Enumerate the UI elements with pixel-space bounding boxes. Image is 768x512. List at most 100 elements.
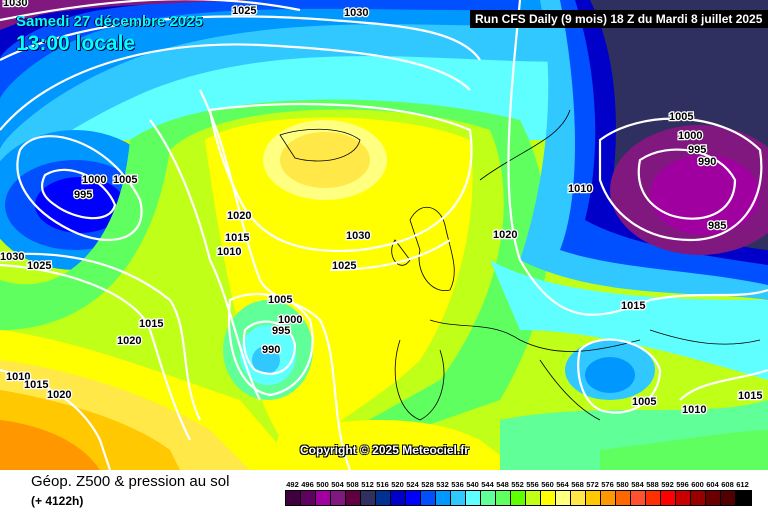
legend-swatch (616, 491, 631, 505)
lead-time: (+ 4122h) (31, 494, 84, 508)
legend-label: 612 (736, 480, 749, 489)
legend-label: 568 (571, 480, 584, 489)
legend-swatch (316, 491, 331, 505)
isobar-label: 1005 (268, 294, 292, 306)
legend-swatch (301, 491, 316, 505)
legend-label: 608 (721, 480, 734, 489)
legend-label: 556 (526, 480, 539, 489)
legend-swatch (571, 491, 586, 505)
legend-label: 544 (481, 480, 494, 489)
legend-label: 540 (466, 480, 479, 489)
legend-label: 504 (331, 480, 344, 489)
isobar-label: 1020 (117, 335, 141, 347)
isobar-label: 995 (272, 325, 290, 337)
legend-swatch (481, 491, 496, 505)
isobar-label: 985 (708, 220, 726, 232)
isobar-label: 1030 (346, 230, 370, 242)
isobar-label: 1030 (0, 251, 24, 263)
legend-swatch (736, 491, 751, 505)
isobar-label: 1015 (738, 390, 762, 402)
legend-swatch (631, 491, 646, 505)
legend-bar (285, 490, 752, 506)
legend-label: 496 (301, 480, 314, 489)
legend-swatch (556, 491, 571, 505)
legend-label: 560 (541, 480, 554, 489)
isobar-label: 1020 (493, 229, 517, 241)
legend-label: 516 (376, 480, 389, 489)
geopotential-map: 1030 1025 1030 1000 1005 995 1020 1015 1… (0, 0, 768, 470)
legend-swatch (646, 491, 661, 505)
copyright-text: Copyright © 2025 Meteociel.fr (300, 443, 469, 457)
legend-swatch (721, 491, 736, 505)
legend-swatch (436, 491, 451, 505)
legend-label: 548 (496, 480, 509, 489)
isobar-label: 1015 (621, 300, 645, 312)
isobar-label: 1000 (278, 314, 302, 326)
coastlines (279, 109, 761, 421)
isobar-label: 1005 (632, 396, 656, 408)
legend-swatch (511, 491, 526, 505)
isobar-label: 1000 (678, 130, 702, 142)
legend-swatch (331, 491, 346, 505)
legend-label: 592 (661, 480, 674, 489)
footer-panel: Géop. Z500 & pression au sol (+ 4122h) 4… (0, 470, 768, 512)
legend-label: 576 (601, 480, 614, 489)
legend-label: 588 (646, 480, 659, 489)
legend-swatch (286, 491, 301, 505)
legend-swatch (601, 491, 616, 505)
legend-swatch (391, 491, 406, 505)
legend-label: 596 (676, 480, 689, 489)
isobar-label: 1030 (344, 7, 368, 19)
product-title: Géop. Z500 & pression au sol (31, 473, 230, 490)
legend-swatch (451, 491, 466, 505)
legend-swatch (346, 491, 361, 505)
legend-swatch (691, 491, 706, 505)
isobar-label: 1025 (232, 5, 256, 17)
isobar-label: 1010 (568, 183, 592, 195)
run-info-banner: Run CFS Daily (9 mois) 18 Z du Mardi 8 j… (470, 10, 768, 28)
isobar-label: 1015 (139, 318, 163, 330)
isobar-label: 1000 (82, 174, 106, 186)
legend-label: 500 (316, 480, 329, 489)
isobar-label: 1010 (682, 404, 706, 416)
legend-label: 524 (406, 480, 419, 489)
legend-swatch (661, 491, 676, 505)
legend-label: 508 (346, 480, 359, 489)
isobars (0, 0, 768, 470)
isobar-labels: 1030 1025 1030 1000 1005 995 1020 1015 1… (0, 0, 764, 417)
isobar-label: 1020 (47, 389, 71, 401)
legend-label: 552 (511, 480, 524, 489)
legend-label: 600 (691, 480, 704, 489)
isobar-label: 990 (262, 344, 280, 356)
legend-label: 492 (286, 480, 299, 489)
legend-swatch (496, 491, 511, 505)
legend-swatch (421, 491, 436, 505)
legend-label: 604 (706, 480, 719, 489)
isobar-label: 1020 (227, 210, 251, 222)
legend-label: 564 (556, 480, 569, 489)
legend-labels: 492 496 500 504 508 512 516 520 524 528 532 536 540 5… (285, 480, 765, 490)
legend-label: 528 (421, 480, 434, 489)
legend-label: 520 (391, 480, 404, 489)
isobar-label: 1010 (217, 246, 241, 258)
legend-label: 512 (361, 480, 374, 489)
legend-swatch (361, 491, 376, 505)
forecast-time: 13:00 locale (16, 32, 136, 55)
isobar-label: 1025 (332, 260, 356, 272)
isobar-label: 1015 (24, 379, 48, 391)
isobar-label: 1030 (3, 0, 27, 9)
isobar-label: 1025 (27, 260, 51, 272)
isobar-label: 995 (74, 189, 92, 201)
isobar-label: 1005 (113, 174, 137, 186)
legend-swatch (376, 491, 391, 505)
legend-swatch (586, 491, 601, 505)
isobar-label: 995 (688, 144, 706, 156)
legend-label: 580 (616, 480, 629, 489)
legend-label: 572 (586, 480, 599, 489)
isobar-label: 1010 (6, 371, 30, 383)
isobar-label: 990 (698, 156, 716, 168)
legend-label: 536 (451, 480, 464, 489)
legend-swatch (676, 491, 691, 505)
isobar-label: 1005 (669, 111, 693, 123)
